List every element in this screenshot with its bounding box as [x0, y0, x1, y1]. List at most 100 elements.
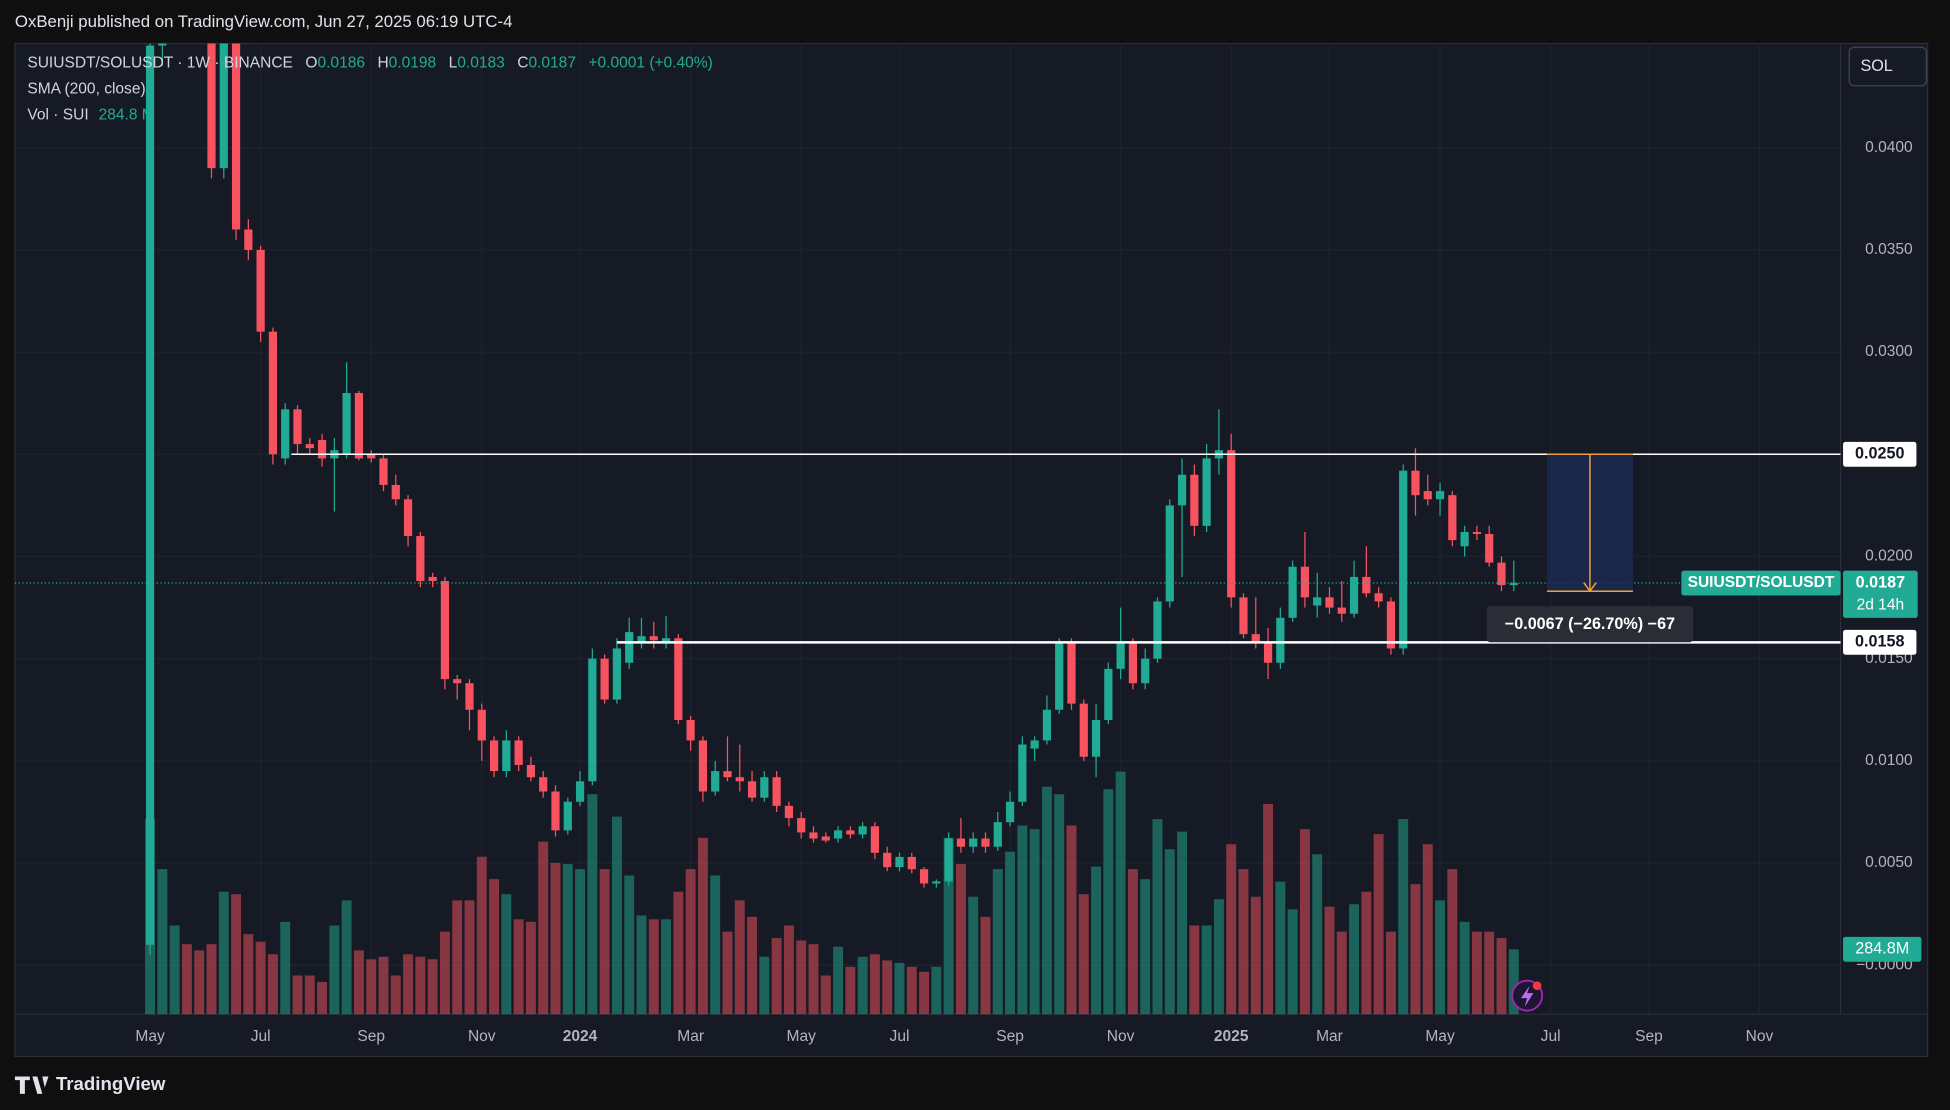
candle-body — [747, 781, 757, 798]
candle-body — [428, 576, 437, 582]
candle-body — [256, 249, 265, 332]
symbol-button[interactable] — [1848, 46, 1927, 87]
candle-body — [1202, 458, 1211, 526]
candle-body — [145, 45, 155, 945]
volume-bar — [366, 959, 377, 1015]
candle-body — [1448, 495, 1457, 541]
open-label: O — [305, 55, 317, 72]
candle-body — [1362, 576, 1371, 594]
volume-bar — [661, 919, 672, 1015]
candle-body — [158, 43, 167, 46]
volume-bar — [1263, 804, 1274, 1015]
high-label: H — [377, 55, 388, 72]
candle-body — [588, 658, 597, 782]
candle-body — [723, 771, 732, 778]
y-tick-label: 0.0050 — [1865, 854, 1913, 871]
x-tick-label: Nov — [468, 1028, 496, 1045]
volume-bar — [833, 946, 844, 1015]
volume-bar — [1078, 894, 1089, 1015]
candle-body — [1423, 491, 1432, 500]
candle-body — [1227, 450, 1236, 598]
volume-bar — [648, 919, 659, 1015]
open-value: 0.0186 — [317, 55, 365, 72]
volume-bar — [1349, 904, 1360, 1015]
volume-bar — [1435, 900, 1446, 1015]
volume-bar — [1398, 819, 1409, 1015]
candle-body — [1411, 470, 1420, 496]
volume-bar — [857, 956, 868, 1015]
candle-body — [625, 632, 634, 663]
candle-body — [600, 658, 609, 700]
x-tick-label: Sep — [996, 1028, 1024, 1045]
measure-arrowhead — [1583, 582, 1597, 593]
candle-body — [1460, 531, 1469, 547]
symbol-tag-box — [1681, 570, 1841, 596]
candle-body — [981, 838, 990, 847]
candle-body — [1030, 740, 1039, 749]
volume-bar — [673, 891, 684, 1015]
candle-body — [440, 581, 450, 680]
candle-body — [477, 709, 486, 741]
candle-body — [1079, 703, 1088, 757]
volume-bar — [304, 975, 315, 1015]
volume-bar — [1189, 925, 1200, 1015]
candle-body — [649, 636, 658, 641]
symbol-tag: SUIUSDT/SOLUSDT — [1688, 574, 1835, 591]
symbol-button-label[interactable]: SOL — [1860, 57, 1892, 75]
volume-bar — [1275, 881, 1286, 1015]
volume-bar — [1091, 866, 1102, 1015]
candle-body — [465, 683, 474, 710]
volume-bar — [1447, 869, 1458, 1015]
candle-body — [575, 781, 585, 802]
candle-body — [563, 801, 572, 831]
candle-body — [1251, 634, 1260, 643]
candle-body — [1399, 470, 1408, 649]
volume-bar — [452, 900, 463, 1015]
volume-bar — [722, 931, 733, 1015]
volume-bar — [538, 841, 549, 1015]
volume-bar — [869, 954, 880, 1015]
volume-price-label: 284.8M — [1855, 940, 1909, 958]
x-tick-label: May — [787, 1028, 817, 1045]
volume-bar — [341, 900, 352, 1015]
volume-bar — [169, 925, 180, 1015]
volume-bar — [759, 956, 770, 1015]
candle-body — [1091, 719, 1101, 757]
candle-body — [1239, 597, 1248, 635]
level-price-label: 0.0158 — [1855, 633, 1904, 651]
x-tick-label: Mar — [677, 1028, 704, 1045]
candle-body — [637, 636, 646, 643]
volume-bar — [1152, 819, 1163, 1015]
volume-bar — [796, 940, 807, 1015]
candle-body — [907, 856, 916, 870]
overlays: −0.00000.00500.01000.01500.02000.02500.0… — [135, 139, 1922, 1045]
candle-body — [883, 852, 892, 868]
x-tick-label: 2025 — [1214, 1028, 1249, 1045]
volume-bar — [267, 954, 278, 1015]
candle-body — [379, 458, 388, 485]
candle-body — [1288, 566, 1297, 618]
candle-body — [698, 740, 708, 792]
candle-body — [1141, 658, 1150, 684]
volume-bar — [1410, 884, 1421, 1015]
volume-bar — [1250, 896, 1261, 1015]
candle-body — [219, 43, 228, 169]
volume-bar — [243, 934, 254, 1015]
candle-body — [1435, 491, 1445, 500]
level-price-box — [1843, 629, 1917, 655]
last-price-box — [1843, 570, 1918, 618]
sma-legend: SMA (200, close) — [27, 81, 145, 98]
volume-bar — [317, 981, 328, 1015]
y-tick-label: 0.0300 — [1865, 343, 1913, 360]
candle-body — [342, 392, 351, 455]
volume-bar — [820, 975, 831, 1015]
volume-bar — [1508, 949, 1519, 1015]
volume-bar — [1312, 854, 1323, 1015]
candle-body — [1313, 597, 1322, 606]
low-label: L — [449, 55, 458, 72]
candle-body — [1005, 801, 1015, 823]
volume-bar — [353, 950, 364, 1015]
volume-bar — [1422, 844, 1433, 1015]
candle-body — [416, 536, 425, 582]
volume-bar — [1115, 771, 1126, 1015]
